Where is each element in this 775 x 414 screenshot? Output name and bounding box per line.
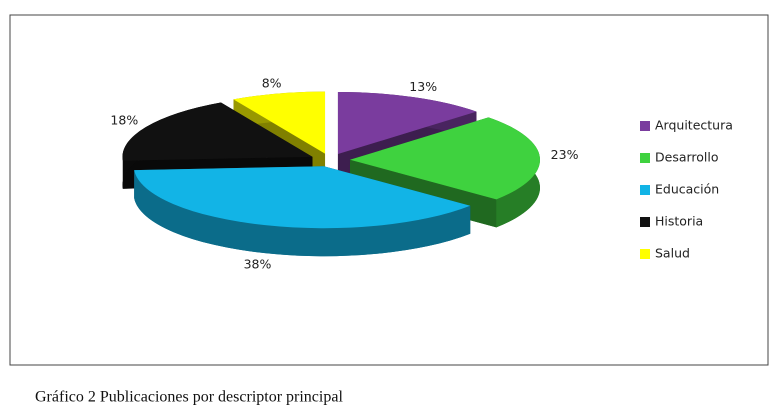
legend-swatch	[640, 249, 650, 259]
slice-top	[122, 102, 313, 161]
slice-top	[337, 92, 477, 155]
caption: Gráfico 2 Publicaciones por descriptor p…	[35, 389, 343, 406]
slice-side	[134, 170, 471, 257]
legend-swatch	[640, 153, 650, 163]
slice-top	[134, 166, 471, 229]
slice-top	[233, 91, 326, 154]
legend-label: Educación	[655, 182, 719, 197]
slice-top	[349, 117, 540, 200]
data-label: 38%	[244, 256, 272, 271]
data-label: 8%	[262, 75, 282, 90]
data-label: 13%	[409, 79, 437, 94]
legend-swatch	[640, 217, 650, 227]
legend-label: Historia	[655, 214, 703, 229]
legend-label: Desarrollo	[655, 150, 719, 165]
pie-slice	[134, 166, 471, 257]
data-label: 23%	[551, 147, 579, 162]
legend-label: Salud	[655, 246, 690, 261]
legend-label: Arquitectura	[655, 118, 733, 133]
legend-swatch	[640, 121, 650, 131]
legend-swatch	[640, 185, 650, 195]
data-label: 18%	[110, 113, 138, 128]
